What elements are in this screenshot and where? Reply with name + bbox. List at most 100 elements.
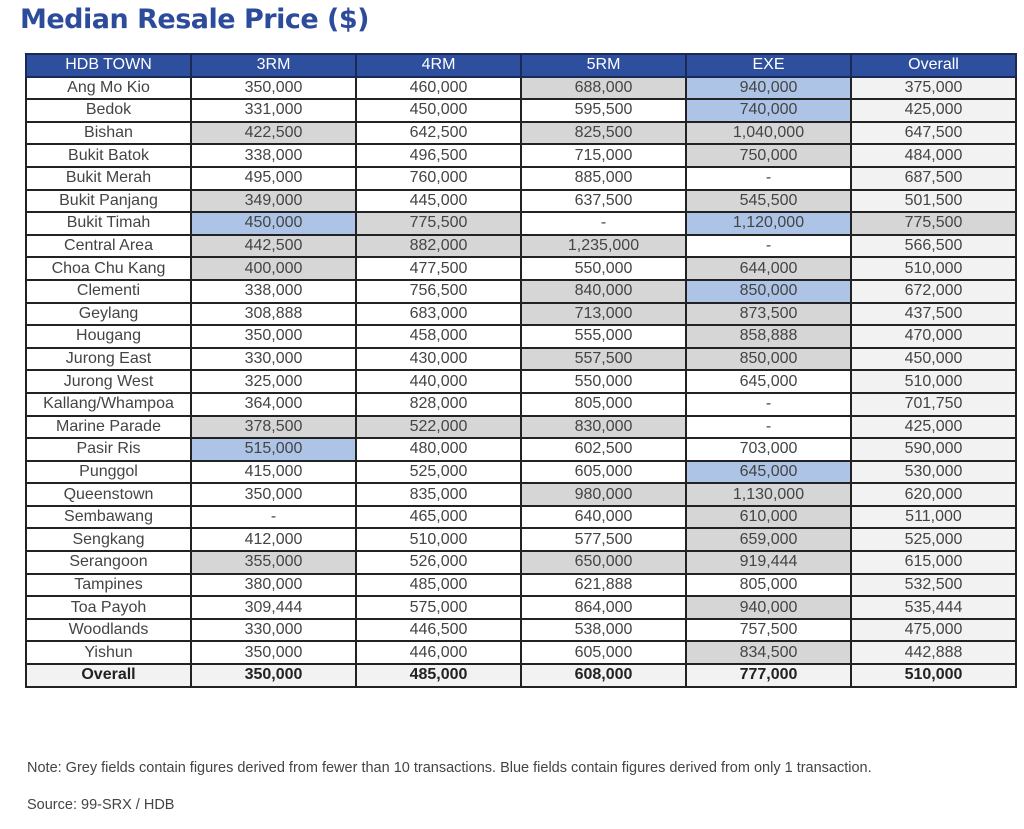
value-cell: 659,000 (685, 527, 852, 553)
town-cell: Toa Payoh (25, 595, 192, 620)
value-cell: 805,000 (685, 572, 852, 598)
value-cell: 445,000 (355, 188, 522, 214)
value-cell: 412,000 (190, 527, 357, 553)
table-row: Bukit Merah 495,000 760,000 885,000-687,500 (25, 165, 1017, 191)
value-cell: 642,500 (355, 120, 522, 146)
value-cell: 647,500 (850, 120, 1017, 146)
town-cell: Bishan (25, 120, 192, 146)
value-cell: 501,500 (850, 188, 1017, 214)
value-cell: 605,000 (520, 640, 687, 666)
town-cell: Bukit Timah (25, 211, 192, 236)
town-cell: Marine Parade (25, 414, 192, 440)
table-row: Bedok 331,000 450,000 595,500 740,000 425,000 (25, 98, 1017, 123)
value-cell: 484,000 (850, 143, 1017, 168)
value-cell: 621,888 (520, 572, 687, 598)
value-cell: 378,500 (190, 414, 357, 440)
town-cell: Clementi (25, 278, 192, 304)
value-cell: 775,500 (850, 211, 1017, 236)
value-cell: 309,444 (190, 595, 357, 620)
value-cell: 760,000 (355, 165, 522, 191)
value-cell: 338,000 (190, 143, 357, 168)
value-cell: 525,000 (355, 459, 522, 485)
value-cell: 400,000 (190, 256, 357, 281)
value-cell: 590,000 (850, 437, 1017, 462)
table-row: Bukit Batok 338,000 496,500 715,000 750,000 4… (25, 143, 1017, 168)
value-cell: 703,000 (685, 437, 852, 462)
town-cell: Sengkang (25, 527, 192, 553)
value-cell: 349,000 (190, 188, 357, 214)
table-header-row: HDB TOWN 3RM 4RM 5RM EXE Overall (25, 53, 1017, 78)
value-cell: 687,500 (850, 165, 1017, 191)
value-cell: 566,500 (850, 233, 1017, 259)
overall-value-cell: 608,000 (520, 663, 687, 688)
value-cell: 470,000 (850, 324, 1017, 349)
value-cell: 940,000 (685, 75, 852, 101)
value-cell: 325,000 (190, 369, 357, 394)
value-cell: 538,000 (520, 617, 687, 643)
value-cell: 430,000 (355, 346, 522, 372)
value-cell: 442,888 (850, 640, 1017, 666)
value-cell: 713,000 (520, 301, 687, 327)
value-cell: 615,000 (850, 550, 1017, 575)
value-cell: 425,000 (850, 414, 1017, 440)
value-cell: 550,000 (520, 256, 687, 281)
town-cell: Hougang (25, 324, 192, 349)
value-cell: 485,000 (355, 572, 522, 598)
value-cell: 350,000 (190, 75, 357, 101)
table-row: Bukit Timah 450,000 775,500-1,120,000 775,5… (25, 211, 1017, 236)
table-row: Central Area 442,500 882,000 1,235,000-566,… (25, 233, 1017, 259)
value-cell: 364,000 (190, 391, 357, 417)
value-cell: 338,000 (190, 278, 357, 304)
value-cell: 882,000 (355, 233, 522, 259)
value-cell: 331,000 (190, 98, 357, 123)
overall-value-cell: 350,000 (190, 663, 357, 688)
value-cell: 510,000 (850, 256, 1017, 281)
value-cell: 828,000 (355, 391, 522, 417)
table-row: Queenstown 350,000 835,000 980,000 1,130,000… (25, 482, 1017, 507)
value-cell: 980,000 (520, 482, 687, 507)
column-header-exe: EXE (685, 53, 852, 78)
value-cell: 645,000 (685, 369, 852, 394)
table-row: Jurong East 330,000 430,000 557,500 850,000 4… (25, 346, 1017, 372)
value-cell: 1,040,000 (685, 120, 852, 146)
town-cell: Kallang/Whampoa (25, 391, 192, 417)
table-row: Geylang 308,888 683,000 713,000 873,500 437,5… (25, 301, 1017, 327)
value-cell: 575,000 (355, 595, 522, 620)
value-cell: 550,000 (520, 369, 687, 394)
value-cell: 350,000 (190, 324, 357, 349)
value-cell: 919,444 (685, 550, 852, 575)
town-cell: Tampines (25, 572, 192, 598)
town-cell: Bukit Batok (25, 143, 192, 168)
value-cell: 688,000 (520, 75, 687, 101)
value-cell: 940,000 (685, 595, 852, 620)
value-cell: 465,000 (355, 504, 522, 530)
value-cell: 450,000 (190, 211, 357, 236)
value-cell: 480,000 (355, 437, 522, 462)
value-cell: 715,000 (520, 143, 687, 168)
town-cell: Punggol (25, 459, 192, 485)
footnote: Note: Grey fields contain figures derive… (27, 760, 872, 776)
overall-value-cell: 510,000 (850, 663, 1017, 688)
town-cell: Central Area (25, 233, 192, 259)
value-cell: 775,500 (355, 211, 522, 236)
value-cell: 885,000 (520, 165, 687, 191)
value-cell: 701,750 (850, 391, 1017, 417)
value-cell: 450,000 (355, 98, 522, 123)
column-header-overall: Overall (850, 53, 1017, 78)
town-cell: Woodlands (25, 617, 192, 643)
table-row: Jurong West 325,000 440,000 550,000 645,000 5… (25, 369, 1017, 394)
table-row: Bukit Panjang 349,000 445,000 637,500 545,50… (25, 188, 1017, 214)
table-row: Choa Chu Kang 400,000 477,500 550,000 644,00… (25, 256, 1017, 281)
town-cell: Yishun (25, 640, 192, 666)
town-cell: Jurong West (25, 369, 192, 394)
value-cell: 450,000 (850, 346, 1017, 372)
town-cell: Bukit Merah (25, 165, 192, 191)
value-cell: 495,000 (190, 165, 357, 191)
value-cell: 756,500 (355, 278, 522, 304)
value-cell: 644,000 (685, 256, 852, 281)
value-cell: 637,500 (520, 188, 687, 214)
value-cell: 610,000 (685, 504, 852, 530)
table-row: Sembawang -465,000 640,000 610,000 511,000 (25, 504, 1017, 530)
value-cell: 422,500 (190, 120, 357, 146)
overall-label: Overall (25, 663, 192, 688)
